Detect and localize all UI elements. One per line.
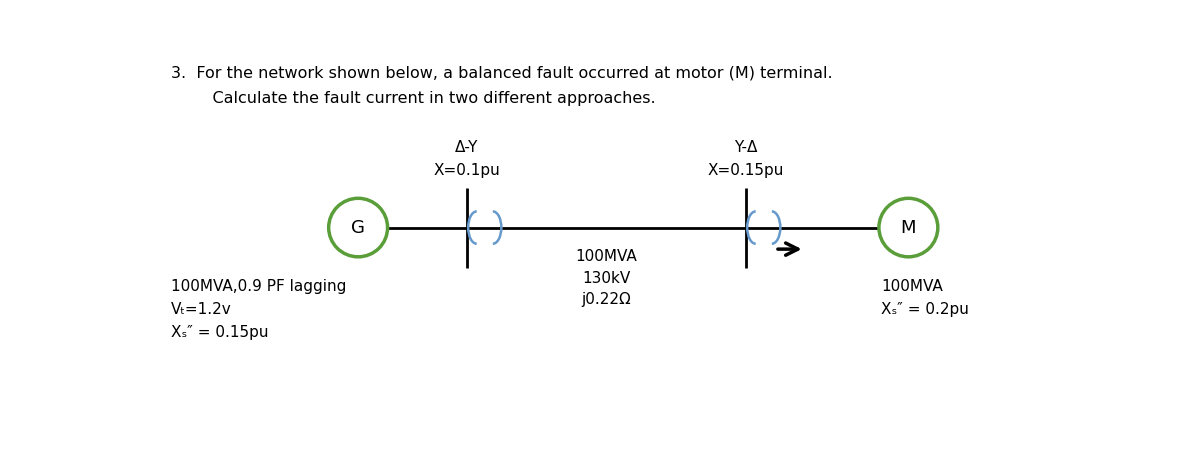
Text: 100MVA: 100MVA — [881, 279, 943, 294]
Text: G: G — [351, 218, 366, 236]
Text: 100MVA: 100MVA — [575, 249, 637, 264]
Text: X=0.15pu: X=0.15pu — [707, 163, 784, 178]
Text: Xₛ″ = 0.2pu: Xₛ″ = 0.2pu — [881, 302, 969, 317]
Text: Δ-Y: Δ-Y — [455, 140, 479, 155]
Text: 130kV: 130kV — [582, 271, 630, 285]
Text: Y-Δ: Y-Δ — [734, 140, 757, 155]
Text: Vₜ=1.2v: Vₜ=1.2v — [170, 302, 231, 317]
Text: j0.22Ω: j0.22Ω — [581, 292, 631, 307]
Text: 100MVA,0.9 PF lagging: 100MVA,0.9 PF lagging — [170, 279, 345, 294]
Text: Xₛ″ = 0.15pu: Xₛ″ = 0.15pu — [170, 325, 268, 341]
Text: Calculate the fault current in two different approaches.: Calculate the fault current in two diffe… — [192, 91, 655, 106]
Text: X=0.1pu: X=0.1pu — [434, 163, 500, 178]
Text: M: M — [900, 218, 916, 236]
Text: 3.  For the network shown below, a balanced fault occurred at motor (M) terminal: 3. For the network shown below, a balanc… — [170, 66, 833, 81]
